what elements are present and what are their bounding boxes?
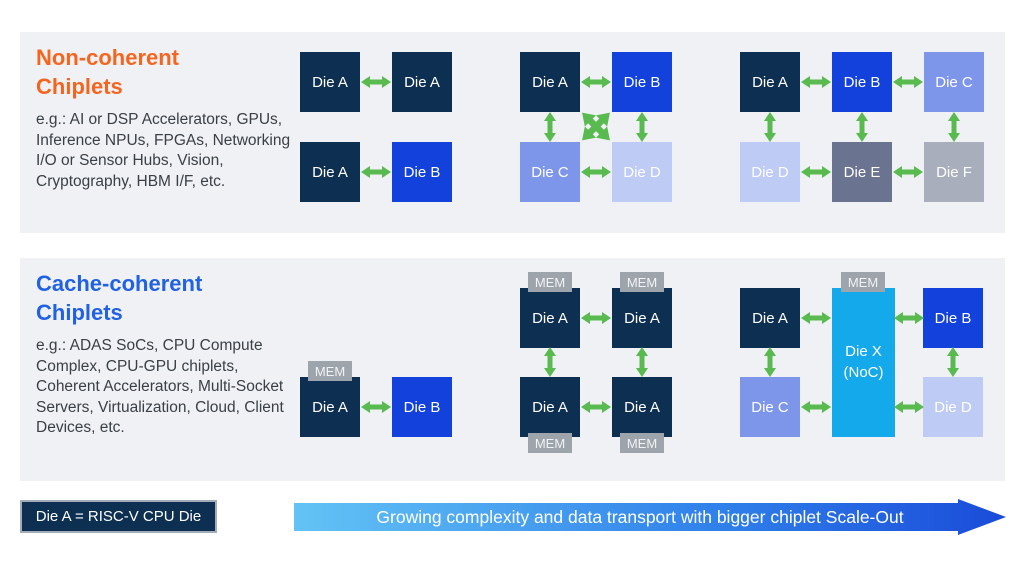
die-box: Die A (740, 288, 800, 348)
die-box: Die B (832, 52, 892, 112)
bidir-arrow-icon (801, 399, 831, 415)
bidir-arrow-icon (762, 112, 778, 142)
bidir-arrow-icon (946, 112, 962, 142)
die-box: Die C (520, 142, 580, 202)
die-box: Die A (300, 52, 360, 112)
die-noc-label-line1: Die X (845, 343, 882, 361)
coherent-text-block: Cache-coherent Chiplets e.g.: ADAS SoCs,… (36, 270, 298, 438)
die-box: Die D (740, 142, 800, 202)
bidir-arrow-icon (894, 310, 924, 326)
die-box: Die A (300, 142, 360, 202)
die-box: Die B (392, 377, 452, 437)
die-box: Die C (924, 52, 984, 112)
noncoherent-section: Non-coherent Chiplets e.g.: AI or DSP Ac… (20, 32, 1005, 233)
die-box: Die A (740, 52, 800, 112)
mem-tag: MEM (620, 433, 664, 453)
die-noc-hub-box: Die X (NoC) (832, 288, 895, 437)
die-noc-label-line2: (NoC) (843, 363, 884, 381)
bidir-arrow-icon (361, 164, 391, 180)
scale-out-banner-arrow: Growing complexity and data transport wi… (294, 499, 1006, 535)
mem-tag: MEM (308, 361, 352, 381)
bidir-arrow-icon (634, 347, 650, 377)
die-box: Die A (520, 52, 580, 112)
coherent-title: Cache-coherent Chiplets (36, 271, 203, 325)
bidir-arrow-icon (361, 399, 391, 415)
bidir-arrow-icon (542, 112, 558, 142)
noncoherent-title: Non-coherent Chiplets (36, 45, 179, 99)
bidir-arrow-icon (893, 74, 923, 90)
die-box: Die D (612, 142, 672, 202)
bidir-arrow-icon (361, 74, 391, 90)
die-box: Die C (740, 377, 800, 437)
noncoherent-text-block: Non-coherent Chiplets e.g.: AI or DSP Ac… (36, 44, 298, 192)
die-box: Die B (612, 52, 672, 112)
mem-tag: MEM (620, 272, 664, 292)
die-box: Die A (612, 377, 672, 437)
die-box: Die A (520, 377, 580, 437)
bidir-arrow-icon (762, 347, 778, 377)
mem-tag: MEM (841, 272, 885, 292)
die-box: Die A (392, 52, 452, 112)
bidir-arrow-icon (893, 164, 923, 180)
noncoherent-description: e.g.: AI or DSP Accelerators, GPUs, Infe… (36, 111, 291, 190)
die-box: Die A (300, 377, 360, 437)
die-box: Die B (392, 142, 452, 202)
bidir-arrow-icon (581, 310, 611, 326)
die-box: Die A (612, 288, 672, 348)
bidir-arrow-icon (581, 164, 611, 180)
die-box: Die A (520, 288, 580, 348)
mem-tag: MEM (528, 433, 572, 453)
die-box: Die F (924, 142, 984, 202)
bidir-arrow-icon (801, 164, 831, 180)
legend-box: Die A = RISC-V CPU Die (20, 500, 217, 533)
bidir-arrow-icon (854, 112, 870, 142)
bidir-arrow-icon (801, 74, 831, 90)
coherent-description: e.g.: ADAS SoCs, CPU Compute Complex, CP… (36, 337, 284, 436)
bidir-arrow-icon (581, 399, 611, 415)
bidir-arrow-icon (945, 347, 961, 377)
bidir-arrow-icon (581, 74, 611, 90)
die-box: Die D (923, 377, 983, 437)
bidir-arrow-icon (894, 399, 924, 415)
coherent-section: Cache-coherent Chiplets e.g.: ADAS SoCs,… (20, 258, 1005, 481)
bidir-arrow-icon (634, 112, 650, 142)
die-box: Die B (923, 288, 983, 348)
mem-tag: MEM (528, 272, 572, 292)
bidir-arrow-icon (801, 310, 831, 326)
die-box: Die E (832, 142, 892, 202)
bidir-arrow-icon (542, 347, 558, 377)
